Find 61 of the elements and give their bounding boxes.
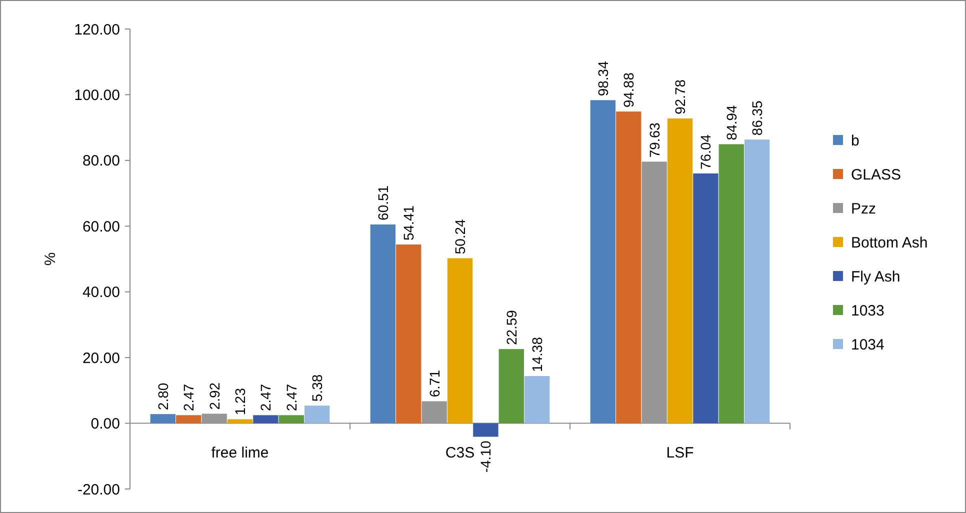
x-tick-label: C3S bbox=[445, 444, 475, 462]
bar bbox=[590, 100, 616, 424]
data-label: -4.10 bbox=[478, 440, 494, 473]
bar bbox=[396, 244, 422, 424]
data-label: 98.34 bbox=[594, 60, 611, 96]
legend-label: Bottom Ash bbox=[851, 234, 928, 252]
bar bbox=[642, 162, 667, 424]
y-tick-label: 80.00 bbox=[82, 152, 120, 170]
bar bbox=[150, 414, 176, 424]
bar bbox=[253, 415, 278, 424]
data-label: 22.59 bbox=[503, 310, 520, 346]
data-label: 1.23 bbox=[232, 388, 248, 416]
bar bbox=[667, 118, 693, 424]
bar bbox=[422, 401, 447, 424]
data-label: 86.35 bbox=[749, 100, 766, 136]
y-tick-label: 20.00 bbox=[82, 350, 120, 367]
data-label: 14.38 bbox=[529, 336, 546, 372]
data-label: 94.88 bbox=[620, 72, 637, 108]
data-label: 60.51 bbox=[374, 185, 391, 220]
data-label: 50.24 bbox=[452, 218, 468, 254]
bar bbox=[498, 349, 524, 424]
data-label: 6.71 bbox=[426, 370, 442, 398]
legend-label: b bbox=[851, 132, 860, 150]
x-tick-label: LSF bbox=[666, 444, 694, 462]
bar bbox=[227, 419, 253, 424]
data-label: 92.78 bbox=[672, 79, 688, 114]
legend-label: Fly Ash bbox=[851, 268, 900, 286]
bar bbox=[304, 406, 330, 424]
x-tick-label: free lime bbox=[211, 444, 269, 462]
bar bbox=[370, 224, 396, 424]
bar bbox=[176, 415, 202, 424]
bar bbox=[744, 140, 770, 424]
bar bbox=[693, 173, 718, 424]
data-label: 54.41 bbox=[400, 205, 417, 241]
data-label: 76.04 bbox=[698, 134, 714, 170]
data-label: 2.80 bbox=[154, 382, 171, 410]
data-label: 2.47 bbox=[180, 384, 197, 412]
bar bbox=[447, 258, 473, 424]
bar bbox=[278, 415, 304, 424]
bar bbox=[718, 144, 744, 424]
legend-label: GLASS bbox=[851, 166, 902, 184]
data-label: 84.94 bbox=[723, 104, 740, 140]
data-label: 2.47 bbox=[283, 384, 300, 412]
data-label: 5.38 bbox=[309, 374, 326, 402]
data-label: 2.47 bbox=[258, 384, 274, 412]
legend-label: 1033 bbox=[851, 302, 884, 320]
bar bbox=[616, 112, 642, 424]
bar bbox=[473, 423, 498, 437]
y-tick-label: 120.00 bbox=[74, 21, 120, 38]
y-tick-label: 100.00 bbox=[74, 86, 120, 104]
data-label: 79.63 bbox=[646, 122, 662, 158]
y-tick-label: 40.00 bbox=[82, 284, 120, 302]
bar bbox=[202, 414, 227, 424]
y-axis-title: % bbox=[42, 252, 59, 266]
legend-label: Pzz bbox=[851, 200, 876, 218]
data-label: 2.92 bbox=[206, 382, 222, 410]
y-tick-label: -20.00 bbox=[77, 481, 120, 498]
y-tick-label: 0.00 bbox=[90, 416, 120, 433]
bar bbox=[524, 376, 550, 424]
y-tick-label: 60.00 bbox=[82, 218, 120, 236]
legend-label: 1034 bbox=[851, 336, 884, 354]
